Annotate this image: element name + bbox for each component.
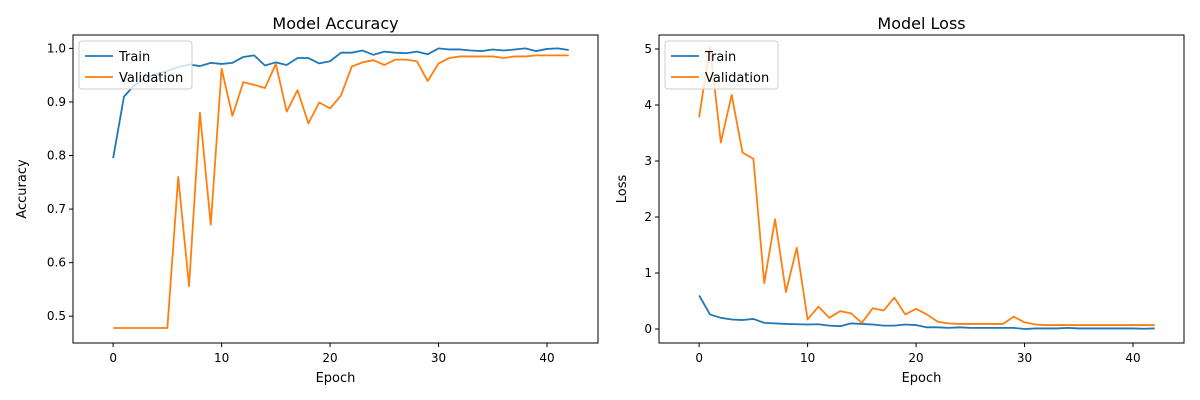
accuracy-y-tick-label: 0.9	[47, 95, 66, 109]
loss-y-tick-label: 3	[644, 154, 652, 168]
accuracy-y-tick-label: 0.5	[47, 309, 66, 323]
accuracy-y-axis-label: Accuracy	[15, 159, 30, 219]
loss-x-axis-label: Epoch	[902, 371, 942, 386]
loss-chart-title: Model Loss	[877, 14, 965, 33]
loss-x-tick-label: 0	[695, 351, 703, 365]
loss-x-tick-label: 20	[908, 351, 923, 365]
loss-y-ticks: 0 1 2 3 4 5	[644, 42, 659, 336]
accuracy-legend-validation-label: Validation	[119, 71, 183, 86]
loss-legend-train-label: Train	[704, 50, 736, 65]
accuracy-x-ticks: 0 10 20 30 40	[109, 343, 555, 365]
accuracy-legend: Train Validation	[78, 40, 193, 90]
accuracy-x-tick-label: 0	[109, 351, 117, 365]
loss-plot-frame	[658, 34, 1185, 344]
loss-series-train-line	[698, 294, 1155, 330]
accuracy-y-tick-label: 0.8	[47, 149, 66, 163]
accuracy-series-validation-line	[113, 54, 569, 329]
accuracy-x-tick-label: 40	[539, 351, 554, 365]
accuracy-y-ticks: 0.5 0.6 0.7 0.8 0.9 1.0	[47, 41, 73, 323]
accuracy-chart: Model Accuracy 0 10 20 30 40 0.5 0.6 0.7 0.8 0.9…	[15, 14, 599, 386]
loss-y-tick-label: 4	[644, 98, 652, 112]
loss-plot-lines	[698, 45, 1155, 330]
loss-y-tick-label: 5	[644, 42, 652, 56]
loss-y-tick-label: 2	[644, 210, 652, 224]
accuracy-x-axis-label: Epoch	[316, 371, 356, 386]
loss-x-tick-label: 40	[1125, 351, 1140, 365]
loss-legend: Train Validation	[664, 40, 779, 90]
loss-y-tick-label: 0	[644, 322, 652, 336]
accuracy-y-tick-label: 0.7	[47, 202, 66, 216]
loss-series-validation-line	[698, 45, 1155, 326]
accuracy-legend-train-label: Train	[118, 50, 150, 65]
loss-legend-validation-label: Validation	[705, 71, 769, 86]
loss-x-tick-label: 10	[800, 351, 815, 365]
accuracy-x-tick-label: 20	[322, 351, 337, 365]
loss-y-axis-label: Loss	[615, 175, 630, 204]
accuracy-chart-title: Model Accuracy	[272, 14, 398, 33]
accuracy-y-tick-label: 1.0	[47, 41, 66, 55]
loss-x-ticks: 0 10 20 30 40	[695, 343, 1141, 365]
accuracy-y-tick-label: 0.6	[47, 256, 66, 270]
accuracy-x-tick-label: 10	[214, 351, 229, 365]
accuracy-plot-frame	[72, 34, 599, 344]
loss-chart: Model Loss 0 10 20 30 40 0 1 2 3 4 5 Epoch Loss T…	[615, 14, 1185, 386]
loss-x-tick-label: 30	[1017, 351, 1032, 365]
loss-y-tick-label: 1	[644, 266, 652, 280]
accuracy-x-tick-label: 30	[431, 351, 446, 365]
